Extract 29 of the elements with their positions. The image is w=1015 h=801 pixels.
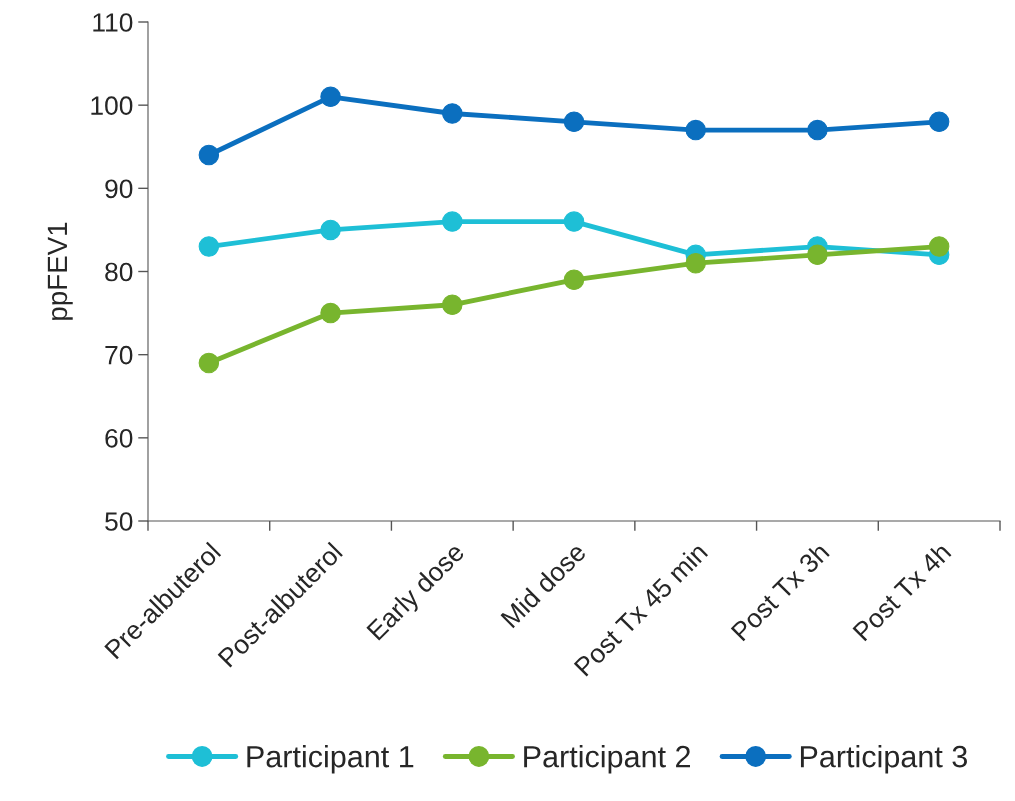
point: [442, 211, 463, 232]
point: [198, 236, 220, 257]
legend-label: Participant 2: [524, 745, 690, 774]
point: [320, 86, 341, 108]
point: [563, 211, 585, 232]
point: [442, 103, 463, 124]
point: [198, 352, 220, 374]
point: [563, 111, 585, 133]
point: [685, 119, 706, 141]
point: [442, 294, 463, 316]
y-tick-label: 50: [105, 512, 133, 531]
point: [807, 244, 828, 266]
point: [807, 119, 828, 141]
y-tick-label: 70: [105, 345, 133, 365]
point: [320, 219, 341, 241]
point: [928, 111, 950, 133]
point: [563, 269, 585, 291]
y-axis-title: ppFEV1: [47, 222, 73, 320]
y-tick-label: 80: [105, 262, 133, 282]
y-tick-label: 100: [91, 96, 133, 115]
y-tick-label: 90: [105, 179, 133, 199]
point: [198, 144, 220, 166]
legend-label: Participant 1: [247, 745, 414, 774]
point: [928, 236, 950, 257]
point: [685, 252, 706, 274]
y-tick-label: 60: [105, 428, 133, 448]
y-tick-label: 110: [93, 13, 133, 32]
legend-label: Participant 3: [800, 745, 967, 774]
point: [320, 302, 341, 324]
